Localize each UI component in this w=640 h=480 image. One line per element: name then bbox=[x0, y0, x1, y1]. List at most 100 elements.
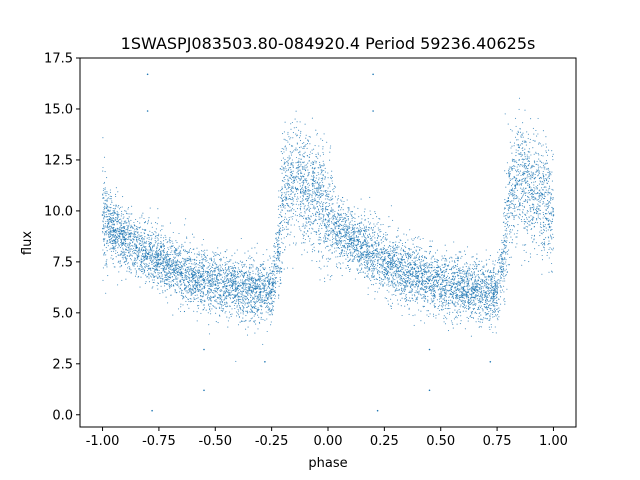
data-point bbox=[261, 273, 263, 275]
data-point bbox=[107, 227, 109, 229]
data-point bbox=[195, 284, 197, 286]
data-point bbox=[523, 189, 525, 191]
data-point bbox=[301, 254, 303, 256]
data-point bbox=[313, 231, 315, 233]
data-point bbox=[104, 203, 106, 205]
data-point bbox=[172, 314, 174, 316]
data-point bbox=[379, 267, 381, 269]
data-point bbox=[311, 152, 313, 154]
data-point bbox=[139, 226, 142, 228]
data-point bbox=[490, 280, 492, 282]
data-point bbox=[194, 283, 196, 286]
data-point bbox=[503, 276, 505, 278]
data-point bbox=[220, 307, 222, 309]
data-point bbox=[212, 251, 214, 253]
data-point bbox=[442, 285, 444, 288]
data-point bbox=[188, 300, 190, 302]
data-point bbox=[492, 311, 494, 313]
data-point bbox=[441, 271, 443, 273]
data-point bbox=[389, 254, 391, 256]
data-point bbox=[486, 309, 489, 311]
data-point bbox=[272, 307, 274, 309]
data-point bbox=[485, 279, 488, 281]
data-point bbox=[462, 295, 464, 297]
data-point bbox=[272, 287, 274, 289]
data-point bbox=[543, 215, 545, 217]
data-point bbox=[496, 296, 498, 298]
data-point bbox=[525, 194, 527, 196]
data-point bbox=[464, 328, 466, 330]
data-point bbox=[430, 246, 432, 248]
data-point bbox=[149, 207, 151, 209]
data-point bbox=[338, 215, 340, 217]
data-point bbox=[122, 217, 124, 219]
data-point bbox=[304, 226, 306, 228]
data-point bbox=[384, 237, 386, 239]
data-point bbox=[229, 295, 231, 297]
data-point bbox=[338, 237, 340, 239]
data-point bbox=[345, 227, 347, 229]
data-point bbox=[452, 302, 454, 304]
data-point bbox=[330, 230, 332, 232]
data-point bbox=[234, 277, 236, 279]
data-point bbox=[405, 255, 407, 257]
data-point bbox=[192, 263, 194, 265]
data-point bbox=[206, 275, 208, 277]
data-point bbox=[516, 170, 518, 172]
data-point bbox=[330, 207, 332, 209]
data-point bbox=[164, 276, 166, 278]
data-point bbox=[255, 301, 257, 303]
data-point bbox=[119, 260, 121, 262]
data-point bbox=[300, 178, 302, 180]
data-point bbox=[370, 259, 372, 261]
data-point bbox=[547, 171, 549, 173]
data-point bbox=[313, 205, 315, 207]
data-point bbox=[289, 184, 291, 187]
data-point bbox=[319, 161, 321, 163]
data-point bbox=[242, 286, 244, 288]
data-point bbox=[186, 237, 188, 239]
data-point bbox=[388, 216, 390, 218]
data-point bbox=[195, 270, 197, 272]
data-point bbox=[420, 293, 422, 295]
data-point bbox=[511, 200, 513, 202]
data-point bbox=[168, 278, 170, 281]
data-point bbox=[387, 300, 389, 302]
data-point bbox=[211, 274, 213, 276]
data-point bbox=[397, 303, 399, 305]
data-point bbox=[247, 279, 249, 281]
data-point bbox=[407, 285, 409, 287]
data-point bbox=[153, 263, 155, 265]
data-point bbox=[242, 297, 244, 299]
data-point bbox=[211, 290, 213, 292]
data-point bbox=[427, 266, 429, 268]
data-point bbox=[434, 275, 436, 277]
data-point bbox=[291, 218, 293, 220]
data-point bbox=[475, 294, 477, 296]
data-point bbox=[174, 272, 177, 275]
data-point bbox=[354, 230, 356, 232]
data-point bbox=[424, 283, 426, 285]
data-point bbox=[183, 296, 185, 298]
data-point bbox=[461, 302, 463, 304]
data-point bbox=[504, 303, 506, 305]
data-point bbox=[504, 280, 506, 282]
data-point bbox=[314, 195, 317, 197]
data-point bbox=[125, 220, 127, 222]
data-point bbox=[552, 233, 554, 235]
data-point bbox=[535, 213, 537, 215]
data-point bbox=[521, 140, 524, 142]
data-point bbox=[471, 278, 473, 280]
data-point bbox=[405, 277, 407, 280]
data-point bbox=[306, 143, 309, 145]
data-point bbox=[354, 254, 357, 257]
data-point bbox=[483, 285, 486, 287]
data-point bbox=[282, 243, 284, 245]
data-point bbox=[249, 255, 251, 257]
data-point bbox=[128, 233, 130, 236]
data-point bbox=[291, 181, 293, 183]
data-point bbox=[418, 282, 420, 284]
data-point bbox=[219, 269, 221, 271]
data-point bbox=[136, 265, 139, 267]
data-point bbox=[449, 281, 452, 283]
